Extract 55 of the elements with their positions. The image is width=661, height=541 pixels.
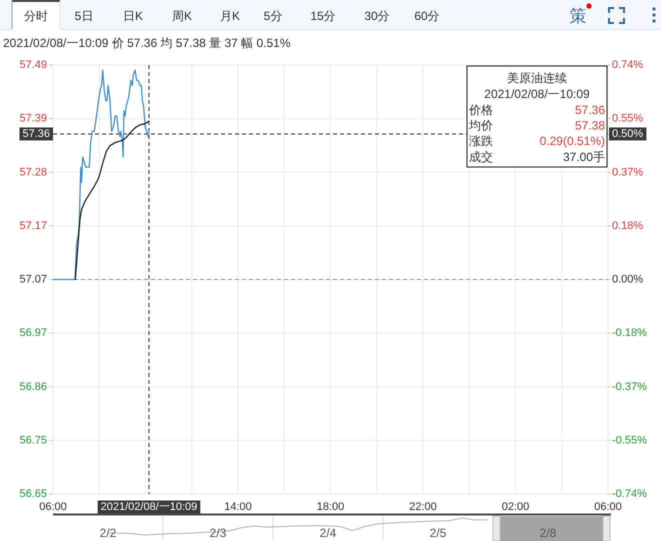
x-tick-label: 2/3 (210, 526, 226, 540)
y-tick-label: 57.17 (19, 220, 47, 232)
y2-tick-label: -0.37% (612, 380, 647, 393)
tooltip-text: 价格 (469, 103, 493, 117)
chart-subtitle: 2021/02/08/一10:09 价 57.36 均 57.38 量 37 幅 0.51% (3, 36, 291, 50)
tab-label: 5分 (264, 9, 282, 23)
crosshair-label: 0.50% (609, 127, 646, 140)
x-tick-label: 2/8 (540, 526, 556, 540)
tab-label: 60分 (414, 9, 440, 23)
x-tick-label: 06:00 (594, 501, 622, 513)
tooltip-text: 37.00手 (562, 150, 605, 164)
y2-tick-label: 0.00% (612, 274, 644, 286)
tooltip-text: 57.36 (574, 103, 605, 117)
y-tick-label: 57.49 (19, 59, 47, 71)
x-tick-label: 22:00 (409, 501, 437, 513)
y2-tick-label: 0.74% (612, 59, 644, 71)
x-tick-label: 2/5 (430, 526, 446, 540)
y-tick-label: 56.86 (19, 380, 47, 393)
crosshair-label: 2021/02/08/一10:09 (98, 500, 200, 514)
tab-label: 分时 (24, 9, 48, 23)
tooltip-title: 美原油连续 (507, 71, 567, 85)
tooltip-text: 0.29(0.51%) (540, 134, 605, 148)
x-tick-label: 18:00 (316, 501, 344, 513)
tooltip-text: 2021/02/08/一10:09 (484, 87, 590, 101)
y-tick-label: 56.75 (19, 434, 47, 446)
tab-label: 15分 (310, 9, 336, 23)
y2-tick-label: 0.55% (612, 112, 644, 125)
y2-tick-label: 0.18% (612, 220, 644, 232)
tooltip-text: 均价 (469, 118, 493, 133)
x-tick-label: 2/2 (100, 526, 116, 540)
y2-tick-label: 0.37% (612, 166, 644, 178)
y-tick-label: 57.39 (19, 112, 47, 125)
y2-tick-label: -0.74% (612, 488, 647, 500)
x-tick-label: 02:00 (502, 501, 530, 513)
x-tick-label: 14:00 (224, 501, 252, 513)
tab-label: 5日 (74, 9, 94, 23)
tab-label: 30分 (364, 9, 390, 23)
annotation: 0.50% (612, 128, 644, 140)
tab-label: 日K (123, 9, 143, 23)
x-tick-label: 2/4 (320, 526, 336, 540)
tooltip-text: 涨跌 (469, 134, 493, 148)
tab-label: 月K (220, 9, 240, 23)
tab-label: 周K (172, 9, 192, 23)
ref-line-label: 57.36 (22, 128, 50, 140)
crosshair-label: 57.36 (19, 127, 53, 140)
y-tick-label: 57.07 (19, 274, 47, 286)
y2-tick-label: -0.18% (612, 327, 647, 340)
strategy-button-label: 策 (570, 6, 586, 26)
y-tick-label: 57.28 (19, 166, 47, 178)
tooltip-text: 成交 (469, 150, 493, 164)
y-tick-label: 56.65 (19, 488, 47, 500)
x-tick-label: 06:00 (39, 501, 67, 513)
y2-tick-label: -0.55% (612, 434, 647, 446)
tooltip-text: 57.38 (574, 118, 605, 133)
y-tick-label: 56.97 (19, 327, 47, 340)
